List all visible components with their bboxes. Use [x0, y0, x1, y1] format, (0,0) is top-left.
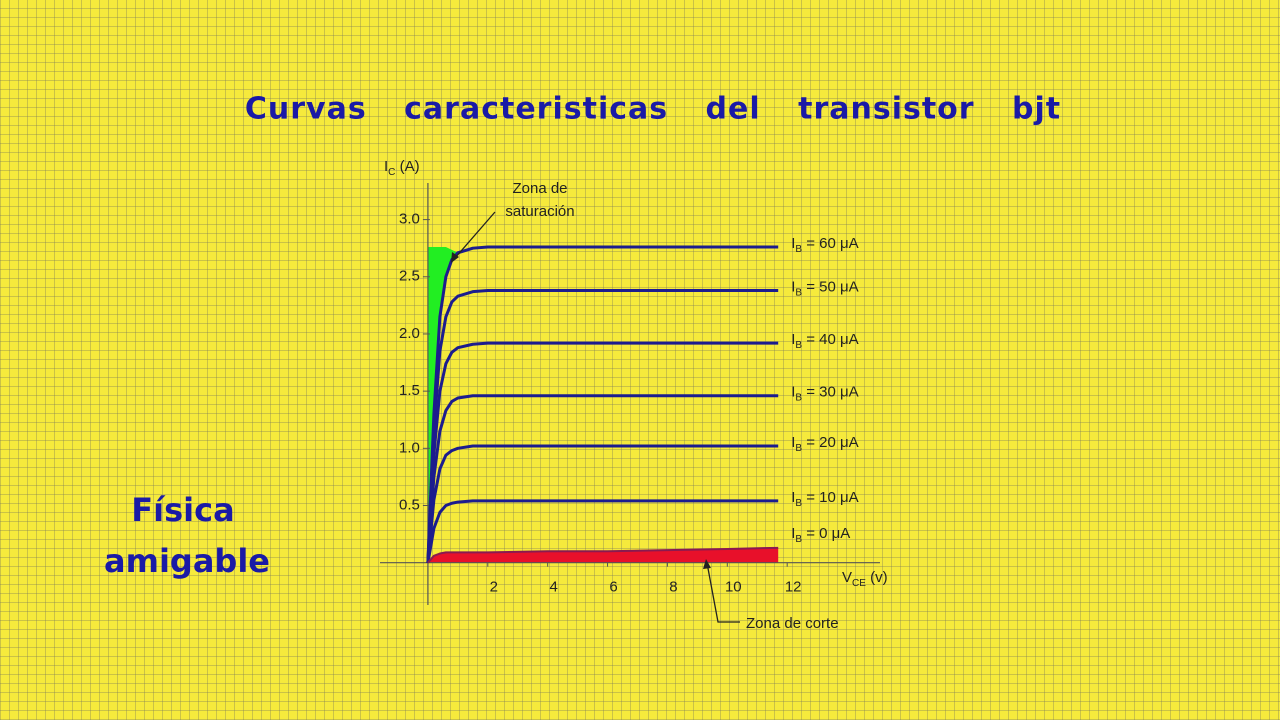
- curve: [426, 394, 779, 563]
- curve: [427, 546, 779, 564]
- x-tick-label: 4: [549, 579, 557, 596]
- x-tick-label: 10: [725, 579, 742, 596]
- legend-label: IB = 30 μA: [791, 384, 858, 404]
- curve: [426, 289, 779, 563]
- arrow: [454, 211, 496, 259]
- saturation-zone: [427, 247, 458, 563]
- legend-label: IB = 10 μA: [791, 489, 858, 509]
- y-tick-label: 2.0: [399, 325, 420, 342]
- x-tick-label: 6: [609, 579, 617, 596]
- y-tick-label: 0.5: [399, 496, 420, 513]
- x-tick-label: 8: [669, 579, 677, 596]
- cutoff-zone: [427, 547, 779, 563]
- legend-label: IB = 20 μA: [791, 434, 858, 454]
- curve: [426, 341, 779, 563]
- legend-label: IB = 50 μA: [791, 278, 858, 298]
- brand-line: amigable: [104, 542, 270, 580]
- arrow-head: [703, 559, 711, 569]
- y-tick-label: 1.0: [399, 439, 420, 456]
- curve: [426, 245, 779, 563]
- y-tick-label: 1.5: [399, 382, 420, 399]
- legend-label: IB = 60 μA: [791, 235, 858, 255]
- brand-line: Física: [131, 491, 234, 529]
- chart-title: Curvas caracteristicas del transistor bj…: [245, 92, 1061, 127]
- legend-label: IB = 40 μA: [791, 331, 858, 351]
- annotation: Zona de corte: [746, 615, 839, 632]
- curve: [426, 499, 779, 563]
- x-tick-label: 2: [490, 579, 498, 596]
- arrow: [706, 562, 740, 623]
- legend-label: IB = 0 μA: [791, 525, 850, 545]
- x-tick-label: 12: [785, 579, 802, 596]
- annotation: Zona de: [512, 180, 567, 197]
- y-axis-label: IC (A): [384, 158, 420, 178]
- arrow-head: [451, 252, 459, 263]
- annotation: saturación: [505, 203, 574, 220]
- x-axis-label: VCE (v): [842, 569, 888, 589]
- y-tick-label: 2.5: [399, 268, 420, 285]
- y-tick-label: 3.0: [399, 211, 420, 228]
- curve: [426, 444, 779, 563]
